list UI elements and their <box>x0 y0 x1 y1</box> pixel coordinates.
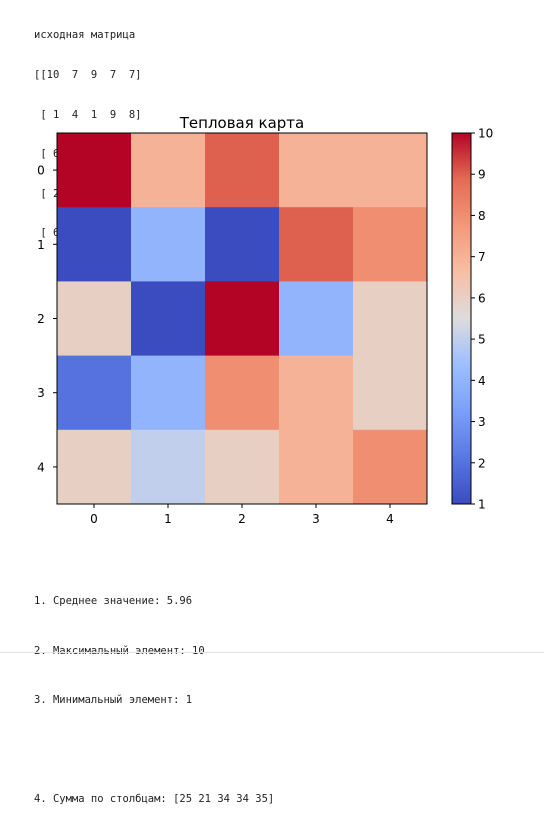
heatmap-cell-1-3 <box>279 207 354 282</box>
heatmap-cell-2-1 <box>131 281 206 357</box>
colorbar <box>451 132 472 505</box>
heatmap-cell-0-3 <box>279 133 354 208</box>
heatmap-cells <box>57 133 428 505</box>
heatmap-cell-4-1 <box>131 429 206 505</box>
x-tick-label: 2 <box>238 512 246 526</box>
heatmap-cell-3-4 <box>353 355 428 431</box>
colorbar-tick-label: 6 <box>478 291 486 305</box>
matrix-line: [[10 7 9 7 7] <box>34 69 142 81</box>
heatmap-cell-1-4 <box>353 207 428 282</box>
heatmap-cell-0-0 <box>57 133 132 208</box>
colorbar-tick-label: 5 <box>478 333 486 347</box>
heatmap-cell-0-2 <box>205 133 280 208</box>
heatmap-cell-0-4 <box>353 133 428 208</box>
heatmap-cell-3-2 <box>205 355 280 431</box>
y-tick-label: 3 <box>37 386 45 400</box>
heatmap-figure: Тепловая карта 0 1 2 3 4 0 1 2 3 4 1 2 3 4 5 6 7 8 9 10 <box>37 114 493 526</box>
max-line: 2. Максимальный элемент: 10 <box>34 644 205 657</box>
heatmap-cell-2-3 <box>279 281 354 357</box>
colorbar-tick-label: 9 <box>478 168 486 182</box>
colorbar-tick-label: 2 <box>478 456 486 470</box>
colorbar-tick-label: 4 <box>478 374 486 388</box>
y-tick-label: 2 <box>37 312 45 326</box>
colorbar-ticks: 1 2 3 4 5 6 7 8 9 10 <box>471 127 493 512</box>
heatmap-cell-4-3 <box>279 429 354 505</box>
heatmap-cell-2-2 <box>205 281 280 357</box>
heatmap-cell-2-4 <box>353 281 428 357</box>
heatmap-cell-4-4 <box>353 429 428 505</box>
heatmap-cell-3-0 <box>57 355 132 431</box>
heatmap-cell-1-1 <box>131 207 206 282</box>
heatmap-cell-3-3 <box>279 355 354 431</box>
heatmap-cell-3-1 <box>131 355 206 431</box>
heatmap-cell-2-0 <box>57 281 132 357</box>
min-line: 3. Минимальный элемент: 1 <box>34 694 193 706</box>
mean-line: 1. Среднее значение: 5.96 <box>34 595 193 607</box>
colorbar-tick-label: 10 <box>478 127 493 141</box>
column-sum-line: 4. Сумма по столбцам: [25 21 34 34 35] <box>34 793 275 805</box>
y-axis-ticks: 0 1 2 3 4 <box>37 164 57 474</box>
colorbar-tick-label: 1 <box>478 498 486 512</box>
x-tick-label: 4 <box>386 512 394 526</box>
x-tick-label: 3 <box>312 512 320 526</box>
y-tick-label: 4 <box>37 460 45 474</box>
x-tick-label: 1 <box>164 512 172 526</box>
heatmap-cell-4-0 <box>57 429 132 505</box>
x-axis-ticks: 0 1 2 3 4 <box>90 504 394 526</box>
colorbar-tick-label: 3 <box>478 415 486 429</box>
y-tick-label: 0 <box>37 164 45 178</box>
heatmap-cell-1-0 <box>57 207 132 282</box>
x-tick-label: 0 <box>90 512 98 526</box>
heatmap-cell-4-2 <box>205 429 280 505</box>
output-divider <box>0 652 544 653</box>
matrix-line: [ 1 4 1 9 8] <box>34 108 142 121</box>
heatmap-cell-0-1 <box>131 133 206 208</box>
y-tick-label: 1 <box>37 238 45 252</box>
matrix-caption: исходная матрица <box>34 29 136 42</box>
chart-title: Тепловая карта <box>179 114 305 132</box>
colorbar-tick-label: 8 <box>478 209 486 223</box>
heatmap-cell-1-2 <box>205 207 280 282</box>
output-after: 1. Среднее значение: 5.96 2. Максимальны… <box>34 560 274 824</box>
colorbar-tick-label: 7 <box>478 250 486 264</box>
